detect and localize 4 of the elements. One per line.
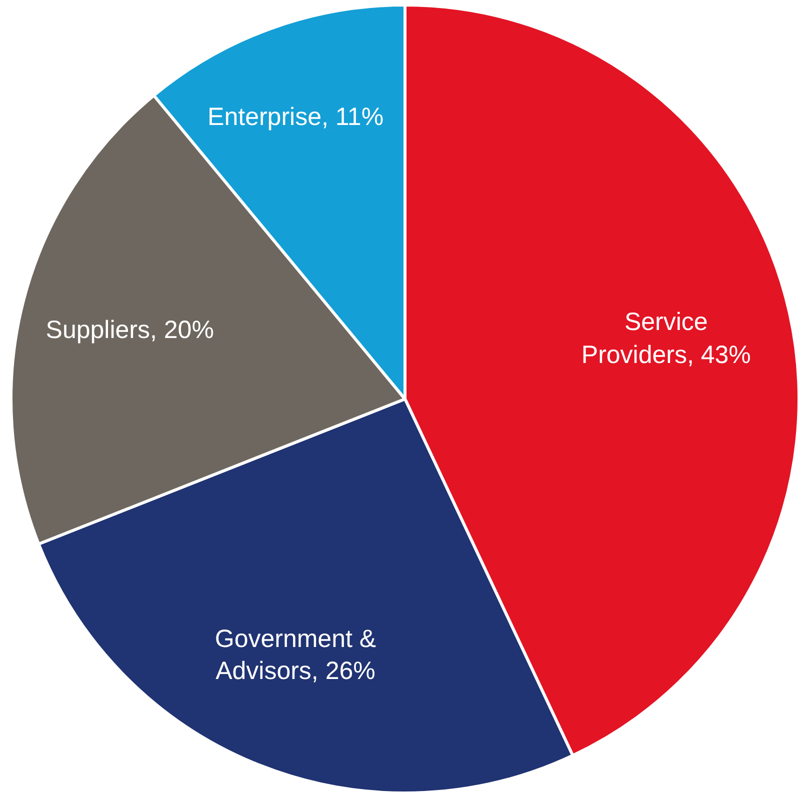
slice-label: Suppliers, 20% (46, 315, 214, 346)
slice-label: Enterprise, 11% (208, 102, 384, 133)
slice-label: Government & Advisors, 26% (214, 624, 378, 688)
slice-label: Service Providers, 43% (580, 307, 752, 371)
